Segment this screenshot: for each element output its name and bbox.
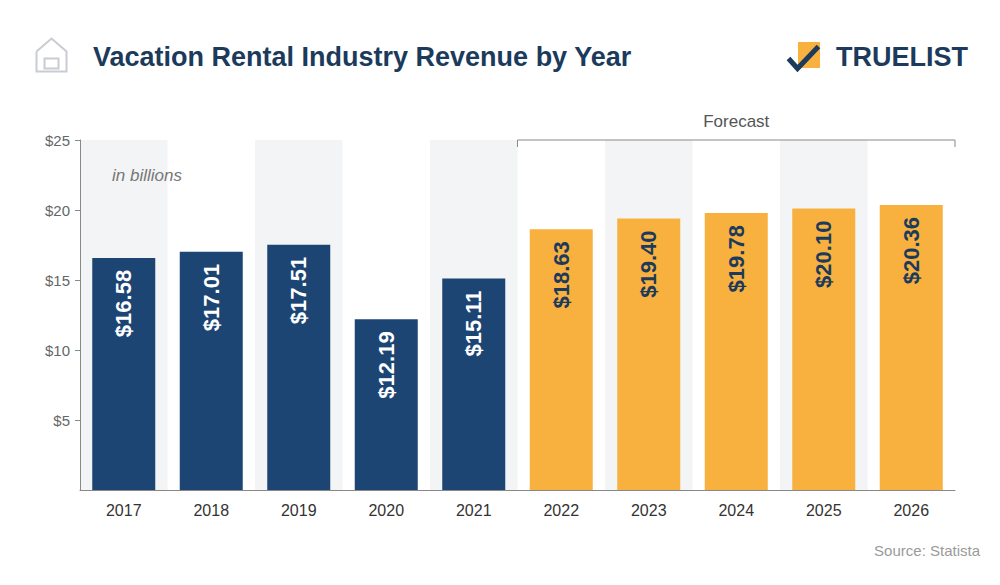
svg-text:2019: 2019 (281, 502, 317, 519)
svg-text:$25: $25 (45, 132, 70, 149)
svg-text:$5: $5 (53, 412, 70, 429)
svg-text:$18.63: $18.63 (549, 241, 574, 308)
svg-text:$16.58: $16.58 (111, 270, 136, 337)
svg-text:2018: 2018 (193, 502, 229, 519)
svg-text:$15: $15 (45, 272, 70, 289)
svg-text:TRUELIST: TRUELIST (836, 42, 969, 72)
svg-text:2025: 2025 (806, 502, 842, 519)
svg-text:$19.78: $19.78 (724, 225, 749, 292)
svg-text:2023: 2023 (631, 502, 667, 519)
svg-text:2022: 2022 (543, 502, 579, 519)
svg-text:$17.51: $17.51 (286, 257, 311, 324)
svg-text:$17.01: $17.01 (199, 264, 224, 331)
svg-text:$20.10: $20.10 (811, 221, 836, 288)
svg-text:2024: 2024 (718, 502, 754, 519)
svg-text:2026: 2026 (893, 502, 929, 519)
svg-text:Source: Statista: Source: Statista (874, 542, 981, 559)
svg-text:$12.19: $12.19 (374, 331, 399, 398)
svg-text:$20.36: $20.36 (899, 217, 924, 284)
svg-text:$10: $10 (45, 342, 70, 359)
svg-text:Vacation Rental Industry Reven: Vacation Rental Industry Revenue by Year (93, 42, 632, 72)
svg-text:$20: $20 (45, 202, 70, 219)
svg-text:in billions: in billions (112, 166, 182, 185)
svg-text:2021: 2021 (456, 502, 492, 519)
svg-text:Forecast: Forecast (703, 112, 769, 131)
svg-text:$15.11: $15.11 (461, 290, 486, 356)
svg-text:$19.40: $19.40 (636, 230, 661, 297)
svg-text:2017: 2017 (106, 502, 142, 519)
svg-text:2020: 2020 (368, 502, 404, 519)
